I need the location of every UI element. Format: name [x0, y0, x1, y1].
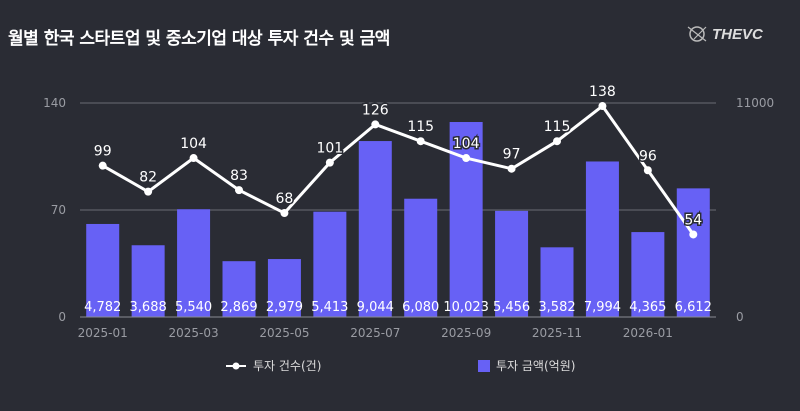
- bar-data-label: 5,540: [175, 300, 212, 315]
- x-tick-label: 2025-11: [532, 326, 582, 340]
- x-tick-label: 2025-09: [441, 326, 491, 340]
- chart-title: 월별 한국 스타트업 및 중소기업 대상 투자 건수 및 금액: [8, 29, 390, 49]
- line-data-label: 97: [503, 147, 521, 163]
- bar: [313, 211, 347, 317]
- line-point: [98, 161, 107, 170]
- bar-data-label: 4,365: [629, 300, 666, 315]
- line-point: [643, 166, 652, 175]
- bar-data-label: 5,456: [493, 300, 530, 315]
- y-left-tick-label: 0: [58, 310, 66, 324]
- legend-label-amount: 투자 금액(억원): [496, 359, 575, 373]
- line-point: [507, 164, 516, 173]
- line-point: [553, 137, 561, 146]
- line-data-label: 104: [180, 136, 207, 152]
- line-data-label: 138: [589, 84, 616, 100]
- bar-data-label: 4,782: [84, 300, 121, 315]
- line-point: [189, 154, 198, 163]
- bar-data-label: 10,023: [443, 300, 489, 315]
- bar-data-label: 3,688: [130, 300, 167, 315]
- legend-label-count: 투자 건수(건): [253, 359, 321, 373]
- x-tick-label: 2025-07: [350, 326, 400, 340]
- bar: [404, 198, 438, 317]
- count-line: [101, 103, 695, 236]
- thevc-logo: THEVC: [686, 24, 763, 44]
- x-tick-label: 2025-05: [259, 326, 309, 340]
- bar-data-label: 3,582: [538, 300, 575, 315]
- bar: [177, 209, 211, 317]
- line-data-label: 96: [639, 148, 657, 164]
- line-data-label: 126: [362, 102, 389, 118]
- line-point: [144, 187, 153, 196]
- x-tick-label: 2025-01: [78, 326, 128, 340]
- y-right-tick-label: 0: [736, 310, 744, 324]
- line-data-label: 104: [453, 136, 480, 152]
- line-point: [325, 158, 334, 167]
- bar: [495, 210, 529, 317]
- line-point: [416, 137, 425, 146]
- bar: [222, 261, 256, 317]
- x-tick-label: 2026-01: [623, 326, 673, 340]
- line-data-label: 101: [316, 141, 343, 157]
- line-data-label: 68: [276, 191, 294, 207]
- legend-bar-marker: [478, 360, 490, 372]
- logo-text: THEVC: [712, 25, 763, 43]
- bar-data-label: 7,994: [584, 300, 621, 315]
- bar: [358, 141, 392, 317]
- line-point: [462, 154, 471, 163]
- y-left-tick-label: 140: [43, 96, 66, 110]
- line-point: [280, 209, 289, 218]
- bar-data-label: 6,080: [402, 300, 439, 315]
- bar: [540, 247, 574, 317]
- bar-data-label: 5,413: [311, 300, 348, 315]
- y-right-tick-label: 11000: [736, 96, 774, 110]
- line-point: [598, 102, 607, 111]
- line-data-label: 115: [407, 119, 434, 135]
- y-left-tick-label: 70: [51, 203, 66, 217]
- line-point: [235, 186, 243, 195]
- line-data-label: 99: [94, 144, 112, 160]
- logo-icon: [687, 26, 707, 42]
- bar: [676, 188, 710, 317]
- line-point: [689, 230, 698, 239]
- line-data-label: 83: [230, 168, 248, 184]
- bar: [585, 161, 619, 317]
- line-data-label: 54: [684, 212, 702, 228]
- bar-data-label: 6,612: [675, 300, 712, 315]
- line-point: [371, 120, 380, 129]
- legend-line-dot: [232, 362, 240, 370]
- bar: [631, 232, 665, 317]
- x-tick-label: 2025-03: [169, 326, 219, 340]
- bar-data-label: 2,869: [220, 300, 257, 315]
- line-data-label: 82: [139, 170, 157, 186]
- bar: [131, 245, 165, 317]
- bar-data-label: 2,979: [266, 300, 303, 315]
- bar: [267, 259, 301, 317]
- bar-data-label: 9,044: [357, 300, 394, 315]
- line-data-label: 115: [544, 119, 571, 135]
- bar: [86, 223, 120, 317]
